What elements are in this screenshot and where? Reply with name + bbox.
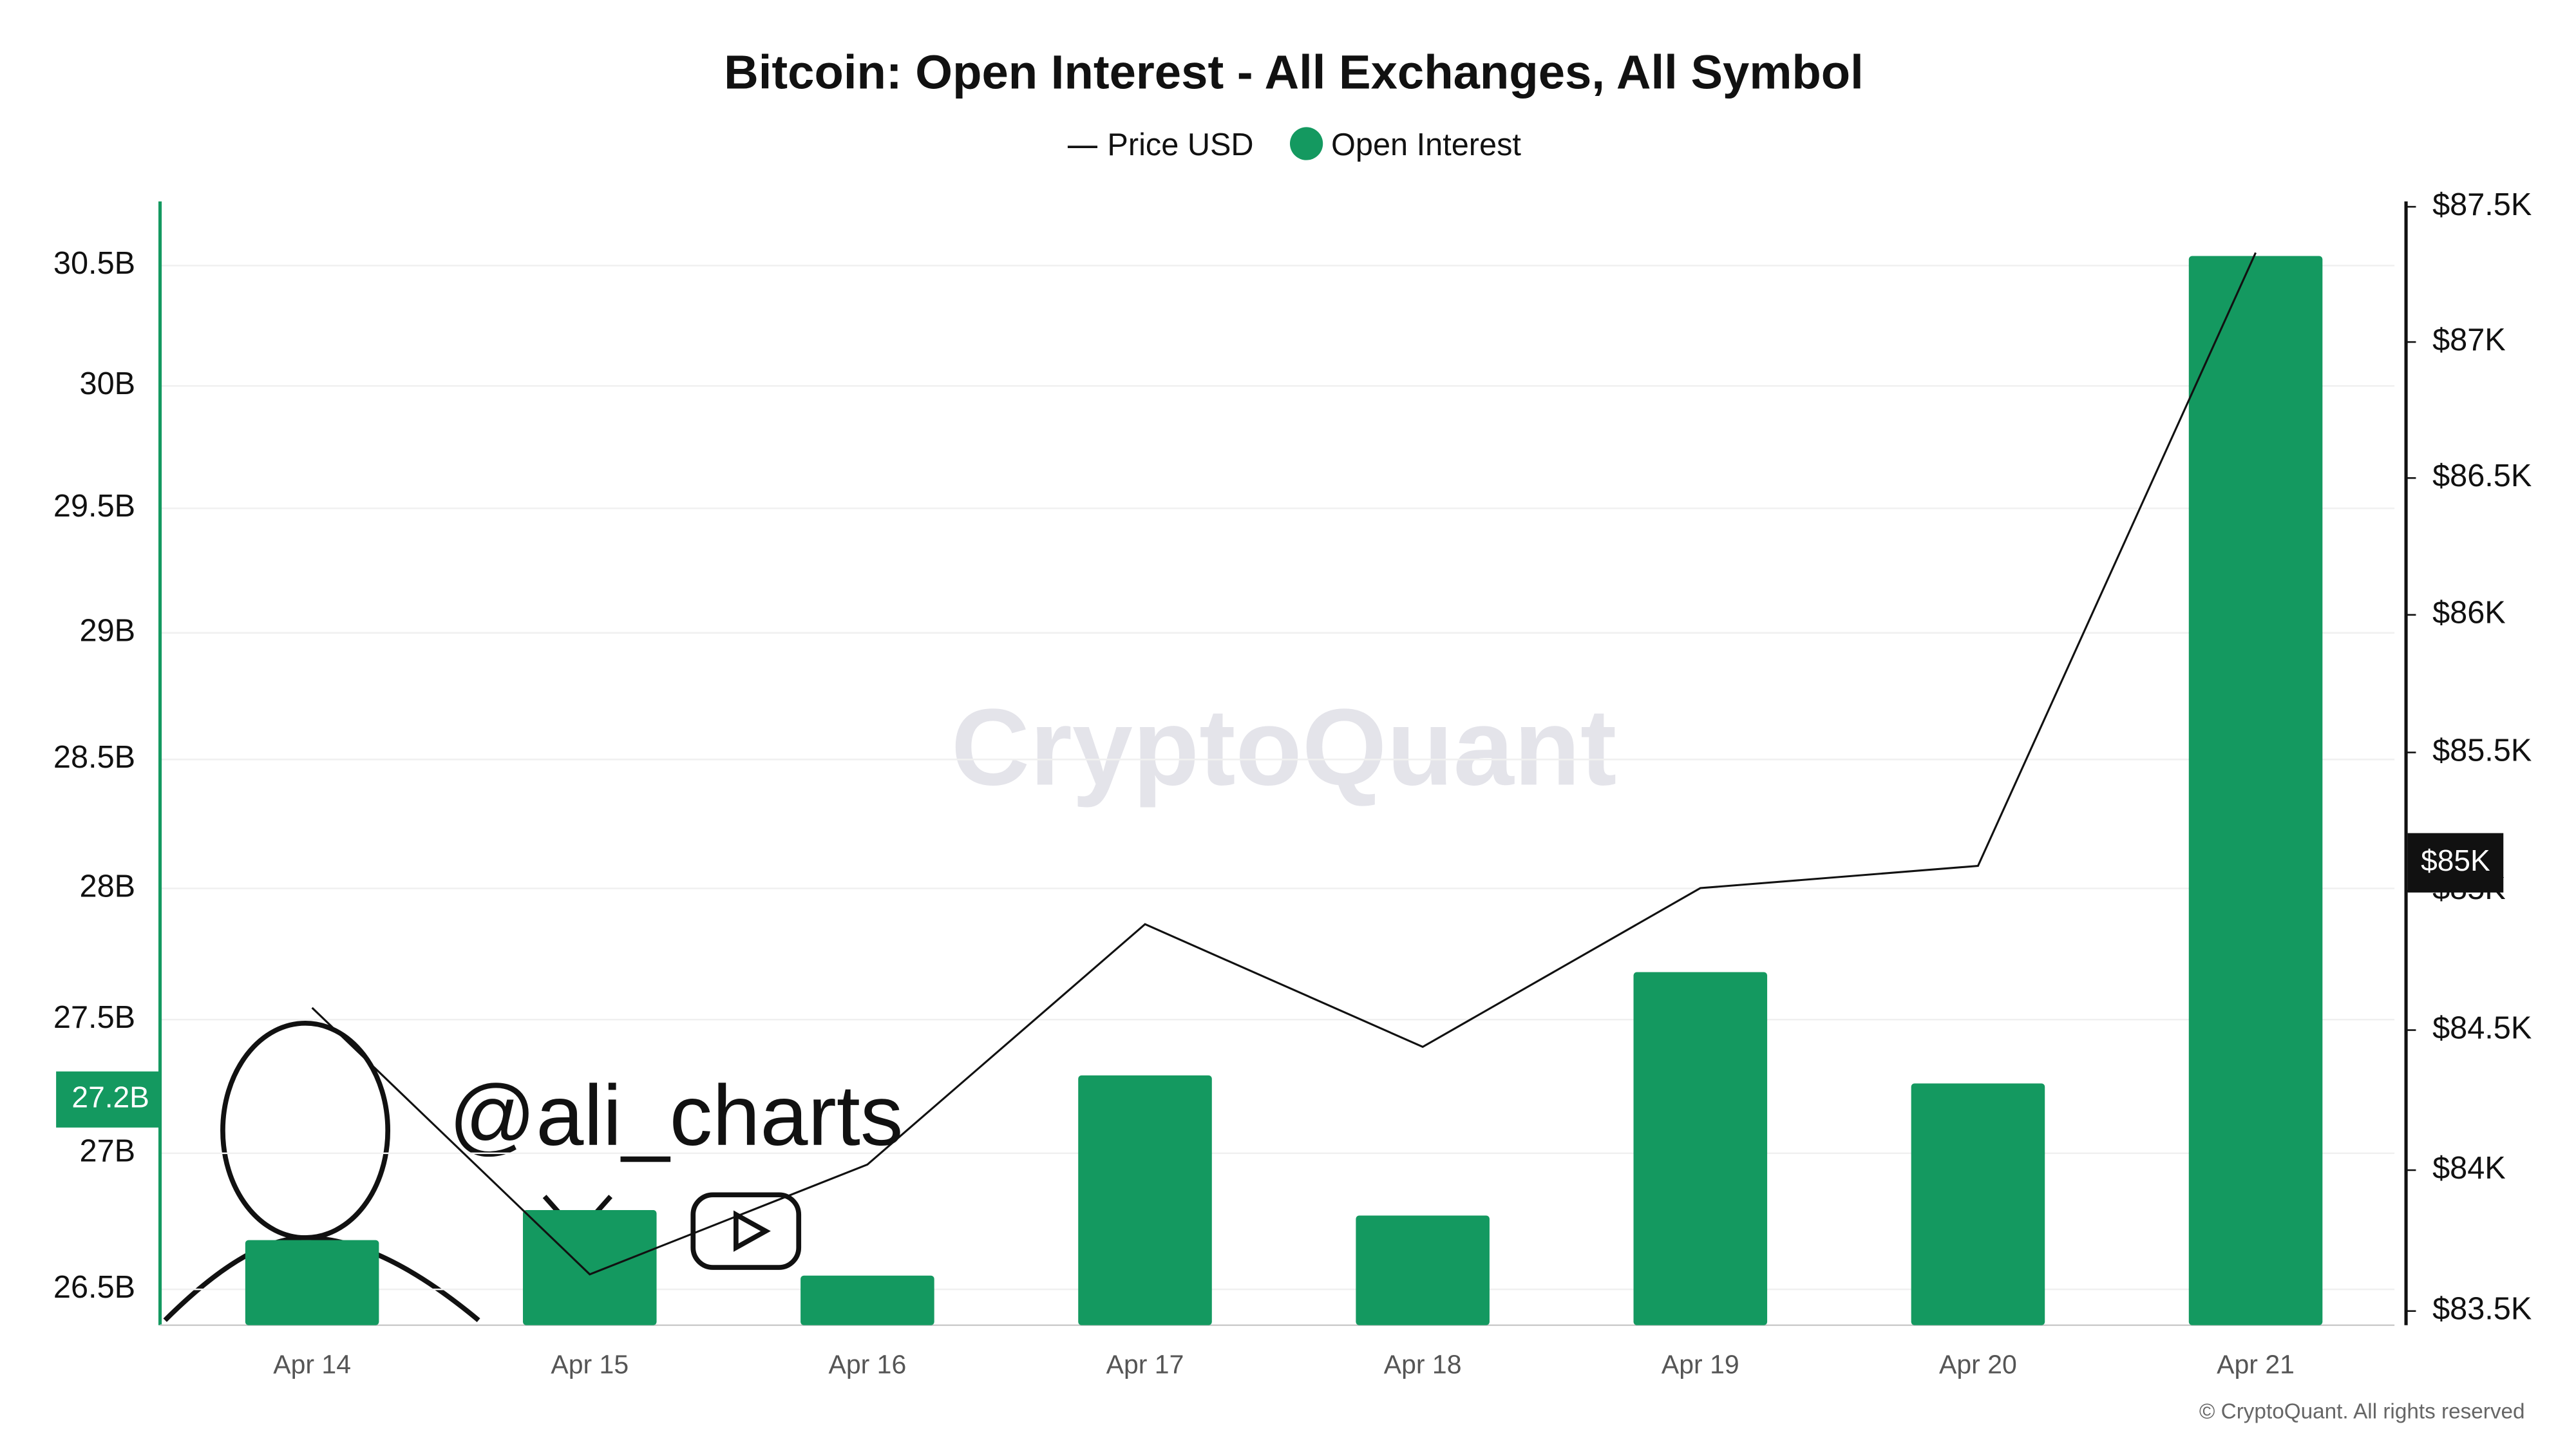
bar — [1356, 1215, 1490, 1325]
x-tick-label: Apr 21 — [2217, 1350, 2295, 1379]
bar — [2188, 256, 2323, 1325]
y2-tick-label: $87.5K — [2432, 187, 2532, 222]
bar — [245, 1240, 379, 1325]
bar — [1078, 1075, 1212, 1325]
y-tick-label: 28B — [80, 869, 136, 904]
overlay-logo — [163, 1020, 802, 1323]
y2-tick-label: $87K — [2432, 323, 2506, 357]
copyright: © CryptoQuant. All rights reserved — [2199, 1399, 2525, 1423]
y-tick-label: 30.5B — [53, 246, 135, 281]
y-tick-label: 28.5B — [53, 740, 135, 775]
y2-tick-label: $84K — [2432, 1151, 2506, 1186]
x-tick-label: Apr 14 — [273, 1350, 351, 1379]
watermark: CryptoQuant — [951, 686, 1616, 808]
y2-cursor-label: $85K — [2421, 844, 2490, 877]
y-tick-label: 29.5B — [53, 489, 135, 524]
x-tick-label: Apr 15 — [551, 1350, 629, 1379]
legend-label: Price USD — [1107, 128, 1253, 162]
y2-tick-label: $83.5K — [2432, 1292, 2532, 1327]
overlay-handle: @ali_charts — [449, 1068, 903, 1164]
x-tick-label: Apr 19 — [1662, 1350, 1739, 1379]
bar — [1911, 1083, 2045, 1325]
x-tick-label: Apr 17 — [1106, 1350, 1184, 1379]
y-tick-label: 30B — [80, 366, 136, 401]
y-tick-label: 27.5B — [53, 1000, 135, 1035]
y-tick-label: 26.5B — [53, 1270, 135, 1305]
legend-label: Open Interest — [1331, 128, 1521, 162]
y2-tick-label: $86K — [2432, 596, 2506, 630]
x-tick-label: Apr 20 — [1939, 1350, 2017, 1379]
y2-tick-label: $86.5K — [2432, 459, 2532, 493]
y-tick-label: 29B — [80, 614, 136, 649]
chart-title: Bitcoin: Open Interest - All Exchanges, … — [724, 46, 1864, 99]
price-line — [311, 252, 2257, 1276]
legend-swatch — [1289, 127, 1323, 160]
y-cursor-label: 27.2B — [71, 1080, 149, 1113]
y2-cursor-box — [2407, 833, 2504, 893]
x-tick-label: Apr 18 — [1384, 1350, 1462, 1379]
x-tick-label: Apr 16 — [829, 1350, 907, 1379]
y-cursor-box — [56, 1071, 160, 1128]
bar — [522, 1210, 657, 1325]
y-tick-label: 27B — [80, 1134, 136, 1169]
bar — [1633, 972, 1768, 1325]
y2-tick-label: $84.5K — [2432, 1010, 2532, 1045]
bar — [800, 1275, 934, 1325]
y2-tick-label: $85.5K — [2432, 733, 2532, 768]
